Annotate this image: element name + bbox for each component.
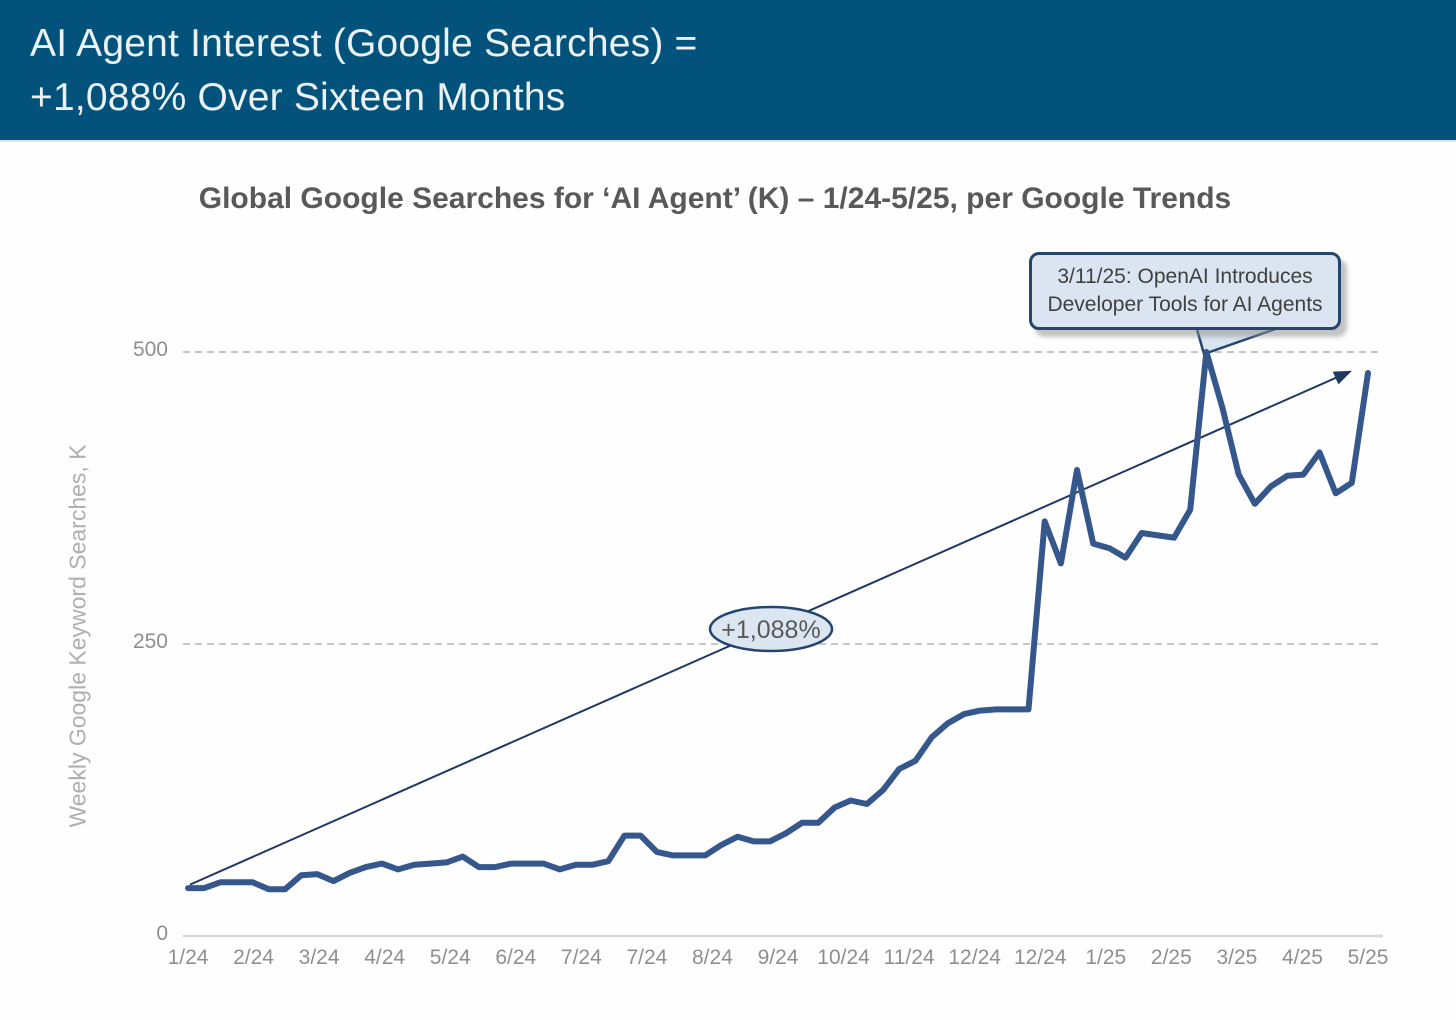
x-tick-label-14: 1/25 bbox=[1085, 946, 1127, 969]
x-tick-label-11: 11/24 bbox=[883, 946, 935, 969]
x-tick-label-12: 12/24 bbox=[948, 946, 1001, 969]
x-tick-label-4: 5/24 bbox=[429, 946, 471, 969]
data-line bbox=[185, 349, 1371, 893]
growth-bubble-label: +1,088% bbox=[721, 616, 820, 644]
x-tick-label-10: 10/24 bbox=[817, 946, 870, 969]
x-tick-label-7: 7/24 bbox=[626, 946, 668, 969]
annotation-line1: 3/11/25: OpenAI Introduces bbox=[1057, 265, 1313, 289]
x-tick-label-18: 5/25 bbox=[1347, 946, 1389, 969]
x-tick-label-3: 4/24 bbox=[364, 946, 406, 969]
y-tick-label-500: 500 bbox=[132, 338, 168, 361]
annotation-line2: Developer Tools for AI Agents bbox=[1047, 293, 1323, 316]
header-banner: AI Agent Interest (Google Searches) = +1… bbox=[0, 0, 1456, 142]
slide-title-line1: AI Agent Interest (Google Searches) = bbox=[30, 22, 698, 65]
x-tick-label-9: 9/24 bbox=[757, 946, 799, 969]
x-tick-label-2: 3/24 bbox=[298, 946, 340, 969]
y-tick-label-0: 0 bbox=[156, 922, 168, 945]
growth-bubble bbox=[708, 605, 834, 653]
trend-arrowhead-icon bbox=[1332, 370, 1352, 385]
x-tick-label-6: 7/24 bbox=[560, 946, 602, 969]
slide-title: AI Agent Interest (Google Searches) = +1… bbox=[30, 17, 698, 125]
annotation-callout: 3/11/25: OpenAI Introduces Developer Too… bbox=[1029, 252, 1341, 330]
x-tick-label-5: 6/24 bbox=[495, 946, 537, 969]
x-tick-label-0: 1/24 bbox=[167, 946, 209, 969]
x-tick-label-15: 2/25 bbox=[1150, 946, 1192, 969]
x-tick-label-8: 8/24 bbox=[692, 946, 733, 969]
annotation-callout-tail bbox=[1194, 324, 1285, 356]
y-tick-label-250: 250 bbox=[132, 630, 168, 653]
x-tick-label-1: 2/24 bbox=[233, 946, 274, 969]
x-tick-label-17: 4/25 bbox=[1282, 946, 1323, 969]
x-tick-label-16: 3/25 bbox=[1216, 946, 1258, 969]
x-tick-label-13: 12/24 bbox=[1013, 946, 1067, 969]
slide-title-line2: +1,088% Over Sixteen Months bbox=[30, 76, 566, 119]
chart-title: Global Google Searches for ‘AI Agent’ (K… bbox=[198, 182, 1232, 215]
